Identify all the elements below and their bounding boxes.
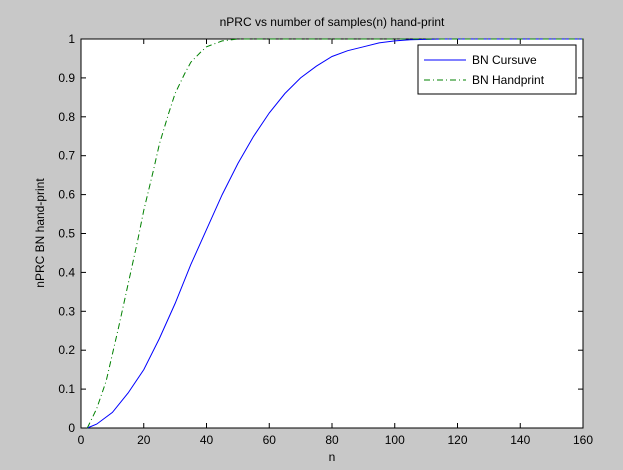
data-curves bbox=[86, 38, 583, 429]
x-tick-label: 140 bbox=[510, 433, 530, 447]
y-tick-label: 1 bbox=[68, 32, 75, 46]
y-axis-label: nPRC BN hand-print bbox=[33, 178, 47, 288]
series-line-0 bbox=[87, 38, 583, 429]
x-tick-label: 20 bbox=[137, 433, 151, 447]
y-tick-label: 0 bbox=[68, 421, 75, 435]
x-tick-label: 160 bbox=[573, 433, 593, 447]
axis-ticks: 0 20 40 60 80 100 120 140 160 0 0.1 0.2 0.3 0.4 0.5 0.6… bbox=[58, 32, 593, 447]
y-tick-label: 0.3 bbox=[58, 304, 75, 318]
legend-label-handprint: BN Handprint bbox=[472, 73, 545, 87]
y-tick-label: 0.6 bbox=[58, 188, 75, 202]
chart-title: nPRC vs number of samples(n) hand-print bbox=[220, 15, 445, 29]
y-tick-label: 0.4 bbox=[58, 265, 75, 279]
x-tick-label: 80 bbox=[325, 433, 339, 447]
y-tick-label: 0.7 bbox=[58, 149, 75, 163]
x-tick-label: 60 bbox=[263, 433, 277, 447]
x-tick-label: 120 bbox=[447, 433, 467, 447]
x-tick-label: 100 bbox=[385, 433, 405, 447]
series-line-1 bbox=[86, 38, 583, 429]
legend-label-cursive: BN Cursuve bbox=[472, 53, 537, 67]
y-tick-label: 0.2 bbox=[58, 343, 75, 357]
legend: BN Cursuve BN Handprint bbox=[417, 44, 577, 95]
legend-box bbox=[417, 44, 577, 95]
y-tick-label: 0.1 bbox=[58, 382, 75, 396]
y-tick-label: 0.9 bbox=[58, 71, 75, 85]
x-tick-label: 40 bbox=[200, 433, 214, 447]
y-tick-label: 0.8 bbox=[58, 110, 75, 124]
plot-area bbox=[80, 38, 584, 429]
x-tick-label: 0 bbox=[78, 433, 85, 447]
y-tick-label: 0.5 bbox=[58, 227, 75, 241]
x-axis-label: n bbox=[329, 450, 336, 464]
